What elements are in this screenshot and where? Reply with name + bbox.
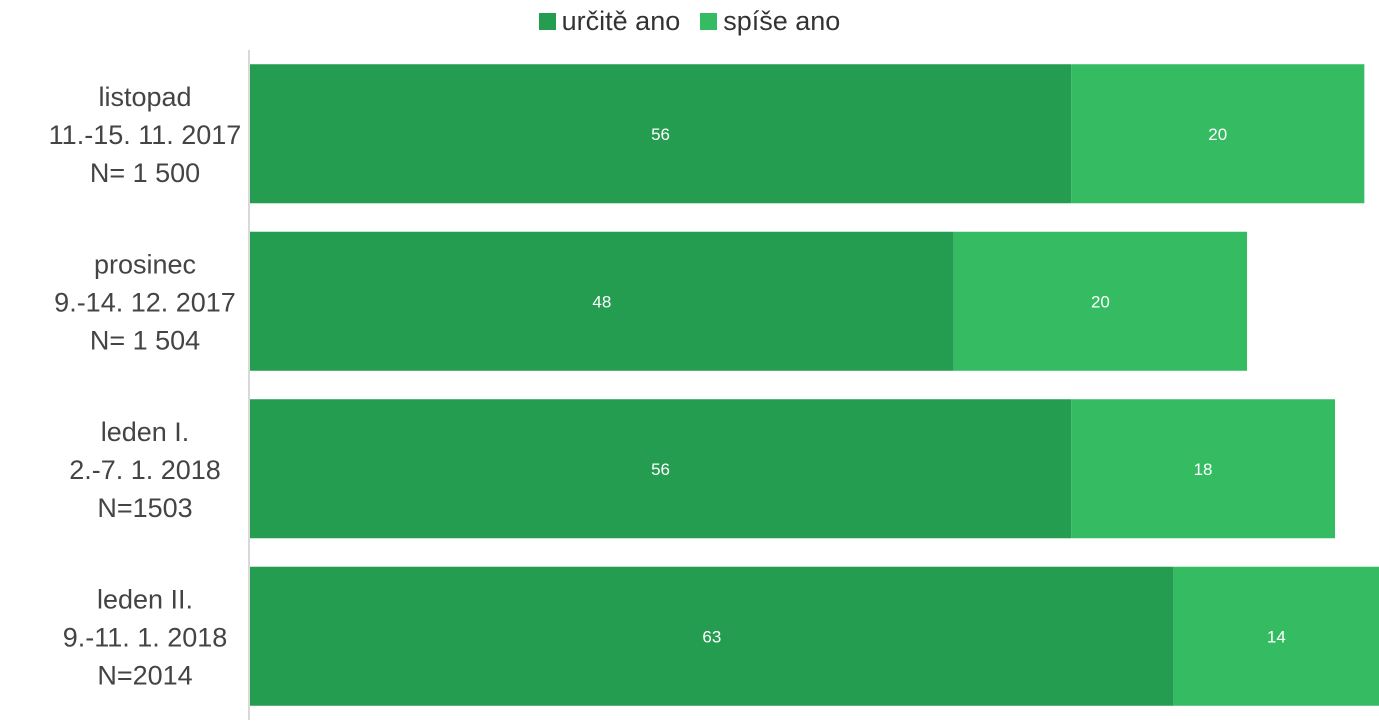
bar-1-series-0	[250, 231, 954, 371]
data-label-2-series-1: 18	[1194, 460, 1213, 479]
bar-3-series-1	[1173, 566, 1379, 706]
category-label-1-line-1: 9.-14. 12. 2017	[54, 287, 236, 317]
legend-swatch-1	[700, 13, 718, 30]
bar-1-series-1	[953, 231, 1248, 371]
data-label-2-series-0: 56	[651, 460, 670, 479]
category-label-0-line-0: listopad	[98, 82, 191, 112]
legend-item-series-1: spíše ano	[700, 6, 840, 37]
category-label-3-line-0: leden II.	[97, 584, 193, 614]
category-label-1-line-2: N= 1 504	[90, 325, 200, 355]
category-label-3-line-2: N=2014	[97, 660, 192, 690]
category-label-2-line-0: leden I.	[101, 417, 190, 447]
category-label-0-line-2: N= 1 500	[90, 158, 200, 188]
data-label-3-series-0: 63	[702, 627, 721, 646]
legend-swatch-0	[538, 13, 556, 30]
data-label-1-series-0: 48	[592, 292, 611, 311]
bar-3-series-0	[250, 566, 1174, 706]
legend-label-1: spíše ano	[723, 6, 841, 36]
data-label-1-series-1: 20	[1091, 292, 1110, 311]
category-label-1-line-0: prosinec	[94, 249, 196, 279]
legend: určitě ano spíše ano	[0, 6, 1379, 37]
legend-label-0: určitě ano	[561, 6, 681, 36]
bar-0-series-0	[250, 64, 1072, 204]
legend-item-series-0: určitě ano	[538, 6, 681, 37]
bar-2-series-0	[250, 399, 1072, 539]
category-label-0-line-1: 11.-15. 11. 2017	[49, 120, 242, 150]
category-label-3-line-1: 9.-11. 1. 2018	[63, 622, 228, 652]
category-label-2-line-1: 2.-7. 1. 2018	[69, 455, 221, 485]
data-label-0-series-1: 20	[1208, 125, 1227, 144]
bar-0-series-1	[1071, 64, 1365, 204]
category-label-2-line-2: N=1503	[97, 493, 192, 523]
data-label-0-series-0: 56	[651, 125, 670, 144]
bar-2-series-1	[1071, 399, 1336, 539]
data-label-3-series-1: 14	[1267, 627, 1286, 646]
